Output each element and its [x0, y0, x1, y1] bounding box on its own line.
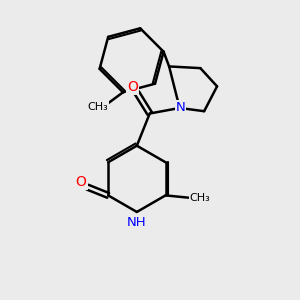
Text: NH: NH [127, 216, 147, 229]
Text: CH₃: CH₃ [87, 102, 108, 112]
Text: CH₃: CH₃ [190, 193, 210, 203]
Text: O: O [127, 80, 138, 94]
Text: O: O [76, 175, 86, 189]
Text: N: N [176, 100, 185, 114]
